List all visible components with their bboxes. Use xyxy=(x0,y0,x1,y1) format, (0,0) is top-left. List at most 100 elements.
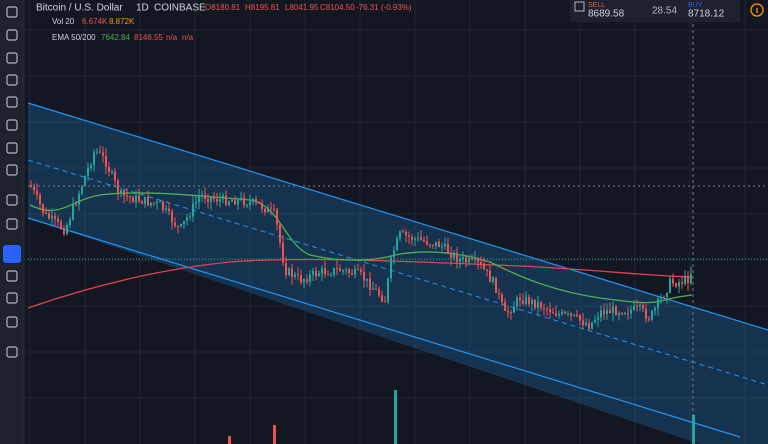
candle-body xyxy=(570,313,572,316)
candle-body xyxy=(438,241,440,247)
sell-label[interactable]: SELL xyxy=(588,2,605,9)
indicator-value: 6.674K xyxy=(82,17,108,26)
candle-body xyxy=(558,314,560,316)
candle-body xyxy=(156,201,158,204)
candle-body xyxy=(117,180,119,193)
candle-body xyxy=(153,202,155,204)
candle-body xyxy=(480,261,482,264)
candle-body xyxy=(675,283,677,287)
channel-lower xyxy=(27,217,741,438)
candle-body xyxy=(513,306,515,313)
candle-body xyxy=(597,317,599,320)
candle-body xyxy=(81,186,83,194)
candle-body xyxy=(285,262,287,276)
tool-icon[interactable] xyxy=(6,29,18,41)
tool-icon[interactable] xyxy=(6,292,18,304)
candle-body xyxy=(450,253,452,258)
tool-icon[interactable] xyxy=(6,96,18,108)
candle-body xyxy=(672,278,674,284)
buy-price[interactable]: 8718.12 xyxy=(688,9,725,20)
symbol[interactable]: Bitcoin / U.S. Dollar xyxy=(36,3,123,14)
candle-body xyxy=(408,235,410,237)
candle-body xyxy=(99,151,101,153)
candle-body xyxy=(468,258,470,263)
open: O8180.81 xyxy=(205,3,241,12)
indicator-value: n/a xyxy=(182,33,194,42)
candle-body xyxy=(354,268,356,275)
candle-body xyxy=(114,171,116,181)
tool-icon[interactable] xyxy=(6,346,18,358)
candle-body xyxy=(255,199,257,202)
candle-body xyxy=(501,294,503,303)
candle-body xyxy=(435,241,437,246)
candle-body xyxy=(603,310,605,315)
candle-body xyxy=(444,243,446,247)
candle-body xyxy=(363,271,365,281)
candle-body xyxy=(495,277,497,293)
candle-body xyxy=(426,240,428,245)
candle-body xyxy=(576,314,578,316)
candle-body xyxy=(246,205,248,207)
candle-body xyxy=(54,215,56,219)
candle-body xyxy=(582,320,584,326)
tool-icon[interactable] xyxy=(6,74,18,86)
indicator-name[interactable]: Vol 20 xyxy=(52,17,75,26)
candle-body xyxy=(504,302,506,311)
candle-body xyxy=(126,195,128,197)
indicator-name[interactable]: EMA 50/200 xyxy=(52,33,96,42)
candle-body xyxy=(171,211,173,223)
candle-body xyxy=(144,197,146,204)
candle-body xyxy=(462,257,464,260)
tool-icon[interactable] xyxy=(6,270,18,282)
buy-label[interactable]: BUY xyxy=(688,2,703,9)
candle-body xyxy=(399,231,401,239)
tool-icon[interactable] xyxy=(6,194,18,206)
candle-body xyxy=(660,296,662,299)
tool-icon[interactable] xyxy=(6,164,18,176)
candle-body xyxy=(624,312,626,315)
collapse-icon[interactable] xyxy=(574,1,585,12)
candle-body xyxy=(174,222,176,226)
tool-icon[interactable] xyxy=(6,316,18,328)
sell-price[interactable]: 8689.58 xyxy=(588,9,625,20)
info-icon[interactable] xyxy=(750,3,764,17)
candle-body xyxy=(201,194,203,197)
interval[interactable]: 1D xyxy=(136,3,149,14)
candle-body xyxy=(240,197,242,199)
candle-body xyxy=(30,185,32,187)
candle-body xyxy=(120,190,122,193)
candle-body xyxy=(588,323,590,329)
close: C8104.50 xyxy=(320,3,355,12)
tool-icon[interactable] xyxy=(6,6,18,18)
volume-bar xyxy=(273,425,276,444)
trade-panel xyxy=(570,0,740,22)
volume-bar xyxy=(692,415,695,444)
tool-icon[interactable] xyxy=(6,218,18,230)
candle-body xyxy=(687,275,689,284)
candle-body xyxy=(615,306,617,316)
candle-body xyxy=(138,195,140,202)
tool-icon[interactable] xyxy=(6,142,18,154)
candle-body xyxy=(387,278,389,302)
tool-icon[interactable] xyxy=(6,52,18,64)
magnet-tool-active[interactable] xyxy=(3,245,21,263)
channel-upper xyxy=(27,102,768,331)
candle-body xyxy=(294,274,296,277)
tool-icon[interactable] xyxy=(6,119,18,131)
candle-body xyxy=(486,269,488,271)
candle-body xyxy=(276,209,278,225)
volume-bar xyxy=(228,436,231,444)
candle-body xyxy=(45,212,47,214)
candle-body xyxy=(222,195,224,200)
candle-body xyxy=(336,268,338,270)
candle-body xyxy=(579,314,581,321)
candle-body xyxy=(165,208,167,210)
candle-body xyxy=(543,308,545,310)
candle-body xyxy=(33,186,35,191)
candle-body xyxy=(102,152,104,156)
candle-body xyxy=(549,309,551,313)
candle-body xyxy=(651,310,653,320)
candle-body xyxy=(87,167,89,177)
candle-body xyxy=(135,195,137,203)
candle-body xyxy=(162,201,164,210)
